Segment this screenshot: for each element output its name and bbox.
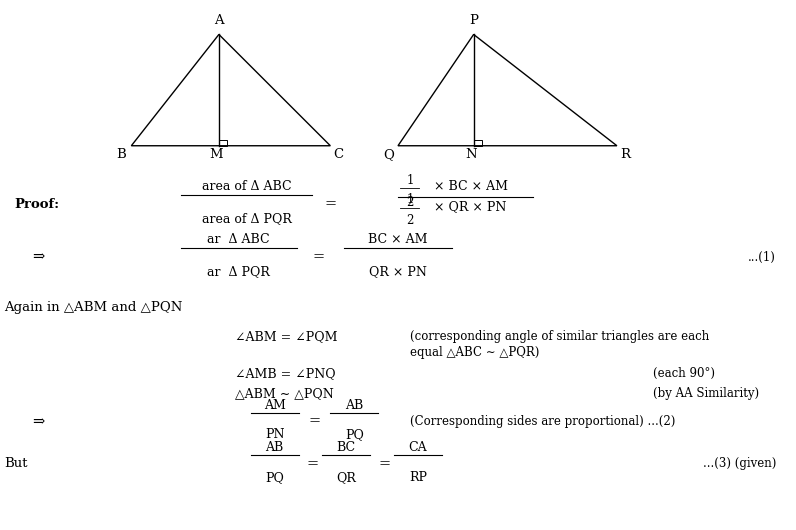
Text: (corresponding angle of similar triangles are each: (corresponding angle of similar triangle…	[410, 330, 709, 343]
Text: ∠ABM = ∠PQM: ∠ABM = ∠PQM	[235, 330, 338, 343]
Text: ar  Δ ABC: ar Δ ABC	[208, 233, 270, 246]
Text: ar  Δ PQR: ar Δ PQR	[208, 265, 270, 278]
Text: M: M	[209, 148, 223, 161]
Text: AM: AM	[263, 399, 286, 412]
Text: Proof:: Proof:	[14, 198, 60, 210]
Text: PN: PN	[265, 428, 284, 441]
Text: BC × AM: BC × AM	[369, 233, 427, 246]
Text: ...(3) (given): ...(3) (given)	[703, 457, 776, 470]
Text: C: C	[334, 148, 343, 161]
Text: QR: QR	[337, 471, 356, 484]
Text: B: B	[116, 148, 126, 161]
Text: × QR × PN: × QR × PN	[434, 200, 506, 213]
Text: PQ: PQ	[265, 471, 284, 484]
Text: QR × PN: QR × PN	[369, 265, 427, 278]
Text: =: =	[324, 197, 337, 211]
Text: 1: 1	[406, 193, 414, 206]
Text: RP: RP	[409, 471, 427, 484]
Text: Again in △ABM and △PQN: Again in △ABM and △PQN	[4, 301, 182, 314]
Text: But: But	[4, 457, 28, 470]
Text: PQ: PQ	[345, 428, 364, 441]
Text: area of Δ ABC: area of Δ ABC	[202, 180, 291, 193]
Text: area of Δ PQR: area of Δ PQR	[202, 212, 291, 225]
Text: Q: Q	[383, 148, 394, 161]
Text: A: A	[214, 14, 224, 26]
Text: (by AA Similarity): (by AA Similarity)	[653, 387, 759, 400]
Text: 2: 2	[406, 196, 414, 209]
Text: R: R	[620, 148, 630, 161]
Text: ∠AMB = ∠PNQ: ∠AMB = ∠PNQ	[235, 367, 335, 380]
Text: AB: AB	[345, 399, 363, 412]
Text: =: =	[312, 250, 325, 264]
Text: × BC × AM: × BC × AM	[434, 180, 508, 192]
Text: ...(1): ...(1)	[748, 251, 776, 263]
Text: CA: CA	[408, 441, 427, 454]
Text: =: =	[378, 457, 391, 471]
Text: =: =	[308, 414, 321, 428]
Text: ⇒: ⇒	[32, 414, 44, 428]
Text: =: =	[306, 457, 319, 471]
Text: equal △ABC ∼ △PQR): equal △ABC ∼ △PQR)	[410, 346, 540, 359]
Text: 2: 2	[406, 214, 414, 227]
Text: (Corresponding sides are proportional) ...(2): (Corresponding sides are proportional) .…	[410, 415, 675, 428]
Text: △ABM ∼ △PQN: △ABM ∼ △PQN	[235, 387, 334, 400]
Text: ⇒: ⇒	[32, 250, 44, 264]
Text: 1: 1	[406, 173, 414, 187]
Text: P: P	[469, 14, 478, 26]
Text: (each 90°): (each 90°)	[653, 367, 715, 380]
Text: BC: BC	[337, 441, 356, 454]
Text: N: N	[466, 148, 477, 161]
Text: AB: AB	[266, 441, 283, 454]
